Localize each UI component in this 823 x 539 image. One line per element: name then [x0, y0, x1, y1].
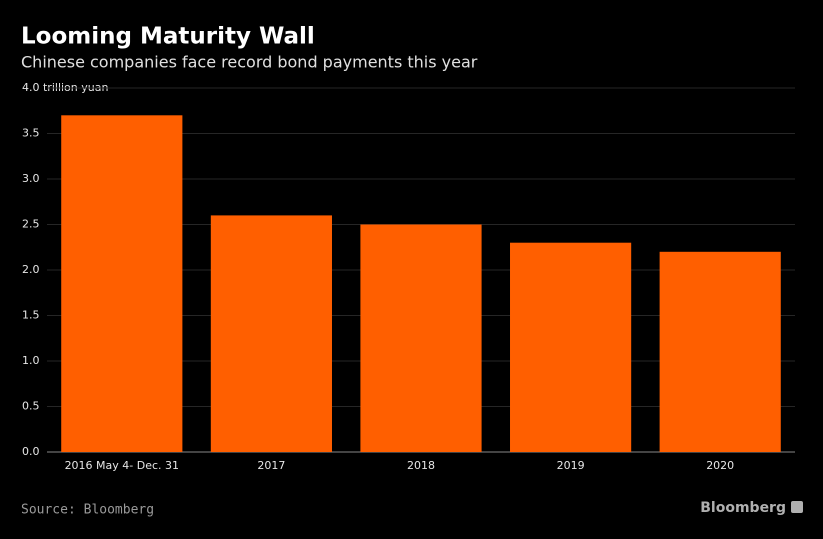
x-tick-label: 2016 May 4- Dec. 31: [65, 459, 179, 472]
y-tick-label: 2.5: [22, 218, 40, 231]
bar: [61, 115, 183, 453]
x-tick-label: 2018: [407, 459, 435, 472]
x-tick-label: 2017: [257, 459, 285, 472]
y-tick-label: 0.0: [22, 445, 40, 458]
x-tick-label: 2019: [557, 459, 585, 472]
y-tick-label: 3.5: [22, 127, 40, 140]
source: Source: Bloomberg: [21, 503, 154, 518]
brand-icon: [791, 501, 803, 513]
bar: [360, 224, 482, 452]
brand: Bloomberg: [700, 500, 786, 516]
y-tick-label: 2.0: [22, 263, 40, 276]
y-tick-label: 0.5: [22, 400, 40, 413]
x-tick-label: 2020: [706, 459, 734, 472]
bar: [659, 251, 781, 452]
y-tick-label: 1.0: [22, 354, 40, 367]
bar: [210, 215, 332, 452]
y-tick-label: 3.0: [22, 172, 40, 185]
chart-title: Looming Maturity Wall: [21, 24, 315, 50]
chart-subtitle: Chinese companies face record bond payme…: [21, 53, 478, 72]
bar: [510, 242, 632, 452]
y-tick-label: 1.5: [22, 309, 40, 322]
